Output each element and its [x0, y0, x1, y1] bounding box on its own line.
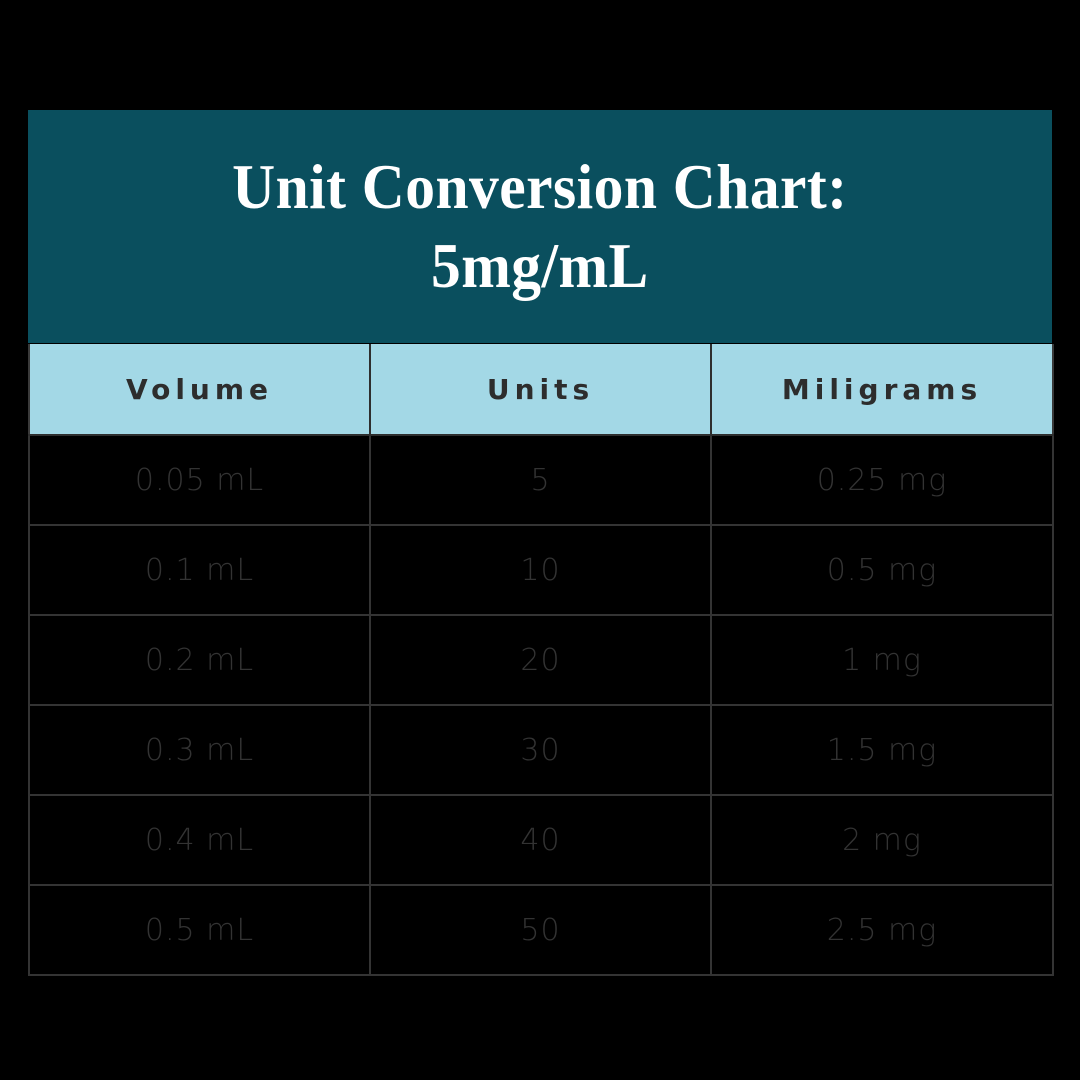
table-row: 0.3 mL 30 1.5 mg: [28, 704, 1054, 796]
cell-units: 10: [369, 524, 712, 616]
cell-units: 5: [369, 434, 712, 526]
cell-milligrams: 1.5 mg: [710, 704, 1054, 796]
table-row: 0.05 mL 5 0.25 mg: [28, 434, 1054, 526]
cell-volume: 0.1 mL: [28, 524, 371, 616]
cell-milligrams: 2 mg: [710, 794, 1054, 886]
cell-milligrams: 2.5 mg: [710, 884, 1054, 976]
table-header-row: Volume Units Miligrams: [28, 344, 1054, 436]
column-header-units: Units: [369, 344, 712, 436]
cell-units: 20: [369, 614, 712, 706]
table-row: 0.2 mL 20 1 mg: [28, 614, 1054, 706]
table-row: 0.4 mL 40 2 mg: [28, 794, 1054, 886]
cell-milligrams: 0.5 mg: [710, 524, 1054, 616]
cell-units: 50: [369, 884, 712, 976]
cell-milligrams: 1 mg: [710, 614, 1054, 706]
cell-units: 30: [369, 704, 712, 796]
cell-units: 40: [369, 794, 712, 886]
cell-volume: 0.2 mL: [28, 614, 371, 706]
table-row: 0.5 mL 50 2.5 mg: [28, 884, 1054, 976]
column-header-milligrams: Miligrams: [710, 344, 1054, 436]
title-banner: Unit Conversion Chart: 5mg/mL: [28, 110, 1052, 343]
cell-milligrams: 0.25 mg: [710, 434, 1054, 526]
cell-volume: 0.3 mL: [28, 704, 371, 796]
table-row: 0.1 mL 10 0.5 mg: [28, 524, 1054, 616]
column-header-volume: Volume: [28, 344, 371, 436]
cell-volume: 0.5 mL: [28, 884, 371, 976]
page-title: Unit Conversion Chart: 5mg/mL: [232, 151, 848, 301]
cell-volume: 0.05 mL: [28, 434, 371, 526]
unit-conversion-table: Volume Units Miligrams 0.05 mL 5 0.25 mg…: [28, 344, 1054, 976]
cell-volume: 0.4 mL: [28, 794, 371, 886]
